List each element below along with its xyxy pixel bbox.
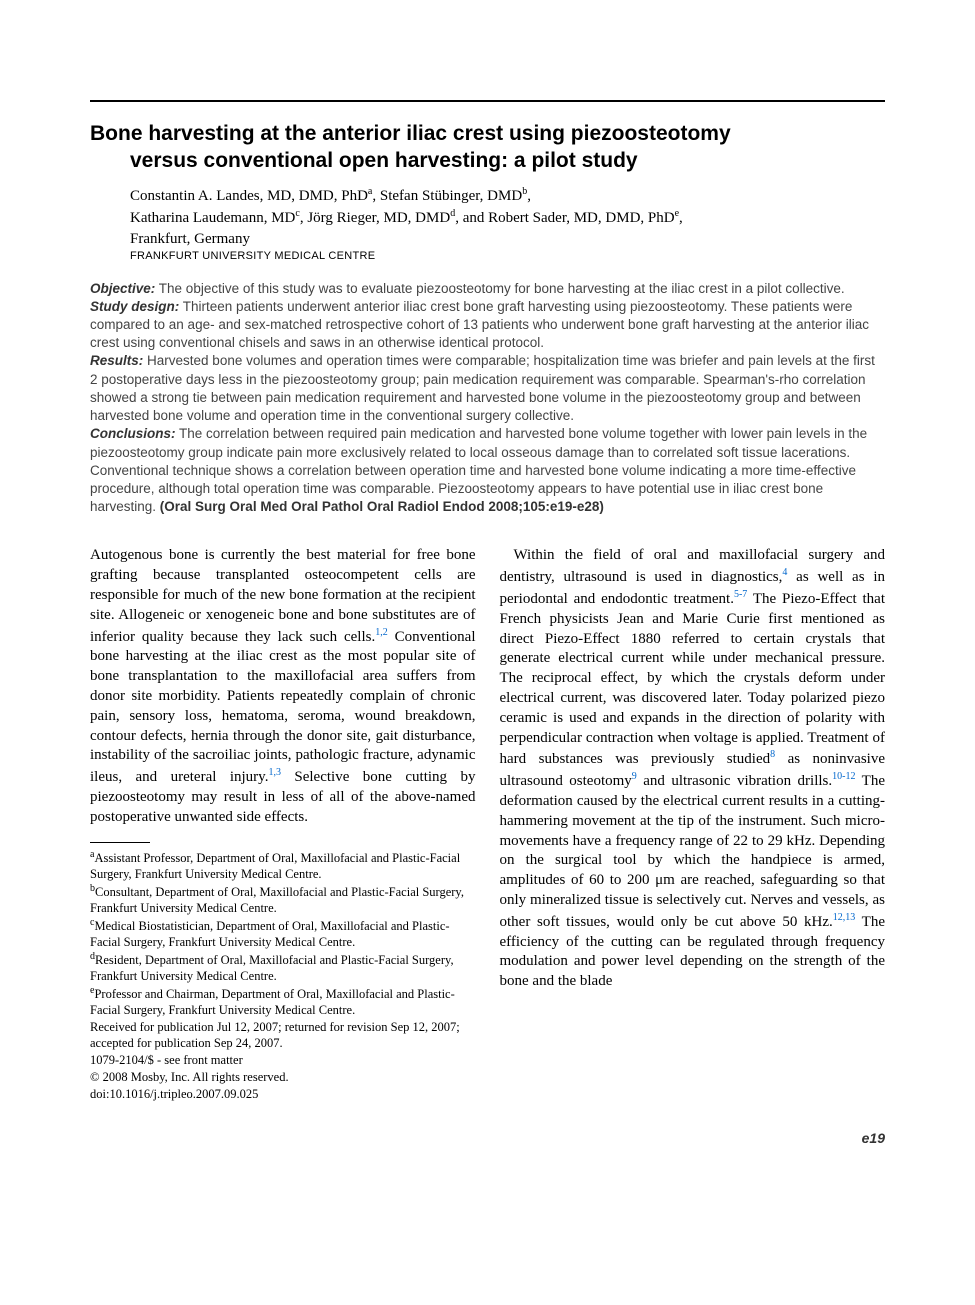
abstract-results-text: Harvested bone volumes and operation tim…: [90, 353, 875, 423]
footnotes-block: aAssistant Professor, Department of Oral…: [90, 849, 476, 1103]
abstract-block: Objective: The objective of this study w…: [90, 280, 885, 517]
body-columns: Autogenous bone is currently the best ma…: [90, 546, 885, 1102]
footnote-copyright: © 2008 Mosby, Inc. All rights reserved.: [90, 1069, 476, 1085]
title-line-2: versus conventional open harvesting: a p…: [90, 149, 638, 172]
abstract-results-label: Results:: [90, 353, 143, 368]
abstract-design-text: Thirteen patients underwent anterior ili…: [90, 299, 869, 350]
footnote-issn: 1079-2104/$ - see front matter: [90, 1052, 476, 1068]
footnote-b: bConsultant, Department of Oral, Maxillo…: [90, 883, 476, 916]
body-paragraph-2: Within the field of oral and maxillofaci…: [500, 546, 886, 992]
ref-link[interactable]: 12,13: [833, 912, 856, 923]
footnote-d: dResident, Department of Oral, Maxillofa…: [90, 951, 476, 984]
ref-link[interactable]: 1,3: [268, 767, 281, 778]
article-title: Bone harvesting at the anterior iliac cr…: [90, 120, 885, 175]
abstract-conclusions-label: Conclusions:: [90, 426, 176, 441]
abstract-objective-text: The objective of this study was to evalu…: [159, 281, 845, 296]
ref-link[interactable]: 1,2: [375, 627, 388, 638]
ref-link[interactable]: 5-7: [734, 589, 747, 600]
abstract-design-label: Study design:: [90, 299, 179, 314]
footnote-e: eProfessor and Chairman, Department of O…: [90, 985, 476, 1018]
title-line-1: Bone harvesting at the anterior iliac cr…: [90, 122, 731, 145]
abstract-citation: (Oral Surg Oral Med Oral Pathol Oral Rad…: [160, 499, 604, 514]
footnote-separator: [90, 842, 150, 843]
footnote-doi: doi:10.1016/j.tripleo.2007.09.025: [90, 1086, 476, 1102]
footnote-received: Received for publication Jul 12, 2007; r…: [90, 1019, 476, 1051]
affiliation-location: Frankfurt, Germany: [90, 231, 885, 248]
body-paragraph-1: Autogenous bone is currently the best ma…: [90, 546, 476, 827]
ref-link[interactable]: 10-12: [832, 771, 855, 782]
footnote-c: cMedical Biostatistician, Department of …: [90, 917, 476, 950]
abstract-objective-label: Objective:: [90, 281, 155, 296]
institution-name: FRANKFURT UNIVERSITY MEDICAL CENTRE: [90, 250, 885, 262]
footnote-a: aAssistant Professor, Department of Oral…: [90, 849, 476, 882]
top-rule: [90, 100, 885, 102]
author-list: Constantin A. Landes, MD, DMD, PhDa, Ste…: [90, 185, 885, 229]
page-number: e19: [90, 1130, 885, 1146]
